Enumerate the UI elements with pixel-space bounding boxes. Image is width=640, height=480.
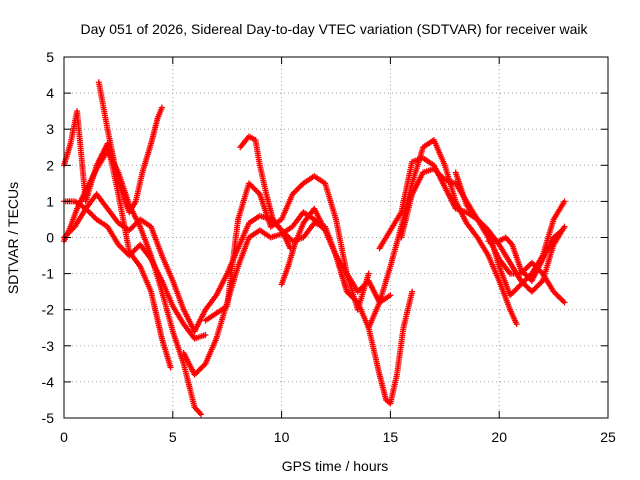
y-tick-label: 2	[46, 157, 54, 173]
x-tick-label: 5	[169, 429, 177, 445]
grid-lines	[64, 57, 608, 418]
y-tick-label: 5	[46, 49, 54, 65]
data-point	[387, 292, 394, 299]
y-tick-label: -2	[42, 302, 55, 318]
data-markers	[61, 79, 568, 418]
data-point	[202, 331, 209, 338]
data-point	[365, 270, 372, 277]
data-point	[409, 288, 416, 295]
y-tick-label: -4	[42, 374, 55, 390]
x-tick-label: 20	[491, 429, 507, 445]
data-point	[561, 198, 568, 205]
series-markers	[95, 79, 165, 216]
y-axis-label: SDTVAR / TECUs	[5, 182, 21, 294]
y-tick-label: 0	[46, 230, 54, 246]
series-markers	[202, 173, 372, 324]
series-markers	[398, 165, 568, 306]
data-point	[513, 321, 520, 328]
x-tick-label: 10	[274, 429, 290, 445]
x-tick-label: 25	[600, 429, 616, 445]
series-markers	[333, 252, 416, 407]
data-point	[559, 227, 566, 234]
y-tick-label: -3	[42, 338, 55, 354]
y-tick-label: 3	[46, 121, 54, 137]
data-point	[561, 299, 568, 306]
y-tick-label: -1	[42, 266, 55, 282]
x-tick-label: 15	[383, 429, 399, 445]
series-markers	[452, 169, 568, 299]
series-markers	[237, 133, 294, 252]
tick-labels: 0 5 10 15 20 25 -5 -4 -3 -2 -1 0 1 2 3 4 5	[42, 49, 616, 445]
data-point	[198, 411, 205, 418]
data-point	[158, 104, 165, 111]
y-tick-label: -5	[42, 410, 55, 426]
x-axis-label: GPS time / hours	[282, 458, 389, 474]
series-markers	[485, 227, 566, 284]
data-point	[167, 364, 174, 371]
y-tick-label: 1	[46, 193, 54, 209]
series-markers	[180, 209, 329, 378]
y-tick-label: 4	[46, 85, 54, 101]
x-tick-label: 0	[60, 429, 68, 445]
axis-ticks	[63, 56, 609, 419]
data-point	[561, 223, 568, 230]
chart-title: Day 051 of 2026, Sidereal Day-to-day VTE…	[80, 21, 588, 37]
